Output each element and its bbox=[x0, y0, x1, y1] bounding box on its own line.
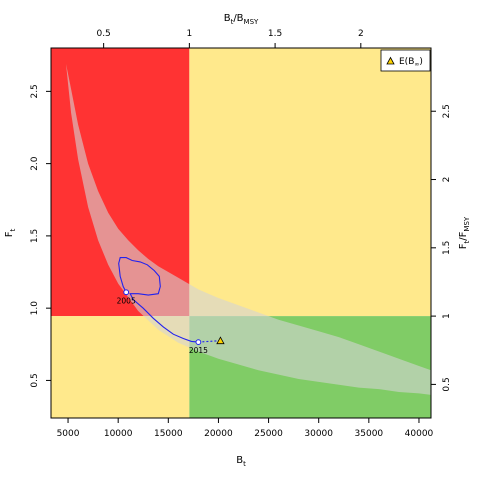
equilibrium-marker bbox=[216, 336, 225, 345]
y-tick-label: 1.0 bbox=[30, 301, 40, 316]
top-tick-label: 0.5 bbox=[96, 29, 110, 39]
right-axis-label: Ft/FMSY bbox=[458, 216, 471, 249]
y-axis-left: 0.5 1.0 1.5 2.0 2.5 bbox=[30, 84, 51, 388]
right-tick-label: 2.5 bbox=[442, 104, 452, 118]
x-axis-top: 0.5 1 1.5 2 bbox=[96, 29, 364, 48]
y-tick-label: 2.0 bbox=[30, 156, 40, 171]
right-tick-label: 0.5 bbox=[442, 377, 452, 391]
right-tick-label: 1 bbox=[442, 313, 452, 319]
legend-triangle-icon bbox=[386, 56, 395, 65]
point-label-2005: 2005 bbox=[117, 296, 136, 305]
x-tick-label: 40000 bbox=[405, 429, 434, 439]
y-axis-label: Ft bbox=[4, 228, 17, 237]
x-tick-label: 15000 bbox=[154, 429, 183, 439]
labeled-points: 2005 2015 bbox=[117, 289, 208, 355]
legend: E(B∞) bbox=[380, 49, 431, 72]
right-tick-label: 2 bbox=[442, 177, 452, 183]
top-tick-label: 1 bbox=[186, 29, 192, 39]
point-label-2015: 2015 bbox=[189, 346, 208, 355]
point-2015 bbox=[195, 339, 202, 346]
uncertainty-band bbox=[66, 63, 431, 395]
x-tick-label: 5000 bbox=[57, 429, 80, 439]
point-2005 bbox=[123, 289, 130, 296]
x-tick-label: 25000 bbox=[254, 429, 283, 439]
y-tick-label: 2.5 bbox=[30, 84, 40, 98]
quadrant-overfishing bbox=[189, 48, 431, 317]
y-tick-label: 1.5 bbox=[30, 229, 40, 243]
right-tick-label: 1.5 bbox=[442, 241, 452, 255]
trajectory-line bbox=[118, 257, 199, 343]
top-tick-label: 2 bbox=[358, 29, 364, 39]
y-axis-right: 0.5 1 1.5 2 2.5 bbox=[431, 104, 452, 392]
legend-label: E(B∞) bbox=[399, 57, 423, 68]
top-tick-label: 1.5 bbox=[268, 29, 282, 39]
plot-frame bbox=[50, 47, 432, 419]
x-axis-label: Bt bbox=[236, 455, 246, 468]
x-tick-label: 10000 bbox=[104, 429, 133, 439]
x-axis-bottom: 5000 10000 15000 20000 25000 30000 35000 40000 bbox=[57, 418, 434, 439]
x-tick-label: 30000 bbox=[304, 429, 333, 439]
y-tick-label: 0.5 bbox=[30, 373, 40, 387]
legend-box bbox=[380, 49, 431, 72]
x-tick-label: 20000 bbox=[204, 429, 233, 439]
top-axis-label: Bt/BMSY bbox=[224, 13, 259, 26]
x-tick-label: 35000 bbox=[355, 429, 384, 439]
